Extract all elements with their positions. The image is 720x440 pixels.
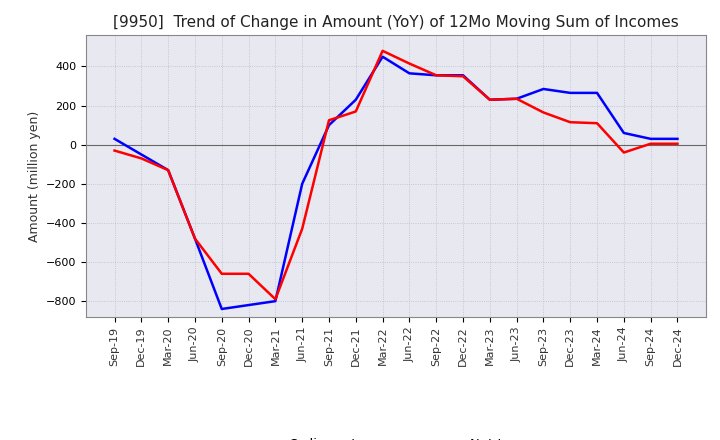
Ordinary Income [217,306,226,312]
Ordinary Income [325,122,333,128]
Net Income [539,110,548,115]
Net Income [673,141,682,147]
Net Income [217,271,226,276]
Net Income [647,141,655,147]
Ordinary Income [513,96,521,101]
Net Income [137,156,145,161]
Net Income [566,120,575,125]
Y-axis label: Amount (million yen): Amount (million yen) [27,110,40,242]
Ordinary Income [164,168,173,173]
Net Income [513,96,521,101]
Ordinary Income [405,71,414,76]
Ordinary Income [191,236,199,241]
Title: [9950]  Trend of Change in Amount (YoY) of 12Mo Moving Sum of Incomes: [9950] Trend of Change in Amount (YoY) o… [113,15,679,30]
Ordinary Income [110,136,119,142]
Net Income [325,117,333,123]
Ordinary Income [298,181,307,187]
Ordinary Income [459,73,467,78]
Legend: Ordinary Income, Net Income: Ordinary Income, Net Income [240,433,552,440]
Ordinary Income [378,54,387,59]
Ordinary Income [271,298,279,304]
Net Income [459,73,467,79]
Ordinary Income [647,136,655,142]
Ordinary Income [593,90,601,95]
Net Income [593,121,601,126]
Net Income [110,148,119,153]
Ordinary Income [619,130,628,136]
Net Income [485,97,494,103]
Ordinary Income [244,302,253,308]
Net Income [244,271,253,276]
Net Income [619,150,628,155]
Line: Net Income: Net Income [114,51,678,299]
Ordinary Income [485,97,494,103]
Net Income [164,168,173,173]
Ordinary Income [566,90,575,95]
Net Income [405,61,414,66]
Line: Ordinary Income: Ordinary Income [114,57,678,309]
Ordinary Income [351,97,360,103]
Ordinary Income [673,136,682,142]
Net Income [298,226,307,231]
Net Income [271,297,279,302]
Net Income [351,109,360,114]
Ordinary Income [137,152,145,157]
Ordinary Income [539,86,548,92]
Net Income [432,73,441,78]
Net Income [191,236,199,241]
Ordinary Income [432,73,441,78]
Net Income [378,48,387,54]
